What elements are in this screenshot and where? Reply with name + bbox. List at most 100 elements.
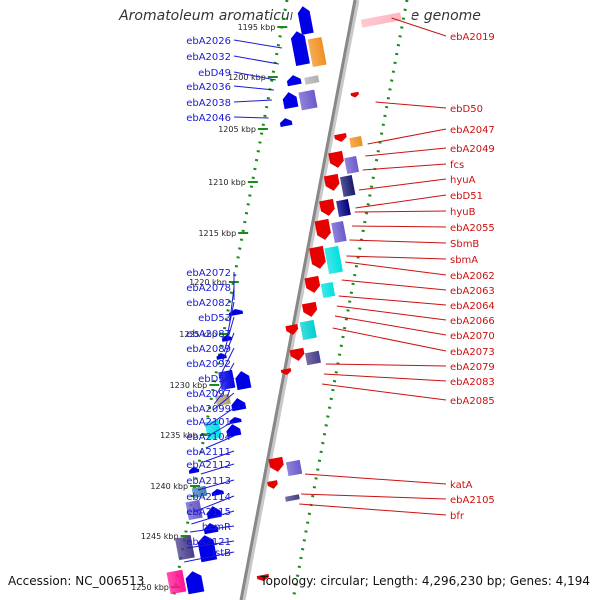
gene-shape xyxy=(304,350,321,366)
backbone-line xyxy=(239,0,357,600)
gene-label-left: ebA2078 xyxy=(186,283,231,294)
leader-line-left xyxy=(197,479,235,491)
gene-box xyxy=(298,89,318,111)
gene-shape xyxy=(211,489,224,497)
gene-shape xyxy=(319,198,335,216)
gene-shape xyxy=(166,569,187,595)
gene-shape xyxy=(285,323,299,335)
gene-shape xyxy=(290,31,310,67)
gene-arrow xyxy=(297,6,314,35)
gene-arrow xyxy=(231,398,247,412)
gene-box xyxy=(174,535,195,561)
gene-arrow xyxy=(282,92,299,110)
leader-line-right xyxy=(358,178,447,191)
gene-box xyxy=(339,175,356,197)
leader-line-left xyxy=(233,55,279,65)
leader-line-left xyxy=(223,316,235,353)
gene-label-left: ebA2032 xyxy=(186,52,231,63)
gene-label-left: ebA2099 xyxy=(186,404,231,415)
gene-shape xyxy=(235,371,252,391)
gene-label-left: ebA2113 xyxy=(186,476,231,487)
gene-shape xyxy=(197,535,218,563)
gene-label-right: hyuB xyxy=(450,207,476,218)
leader-line-left xyxy=(233,39,282,49)
leader-line-left xyxy=(193,495,235,513)
kbp-tick-label: 1250 kbp xyxy=(131,583,169,592)
gene-shape xyxy=(226,424,242,438)
leader-line-right xyxy=(321,383,447,401)
gene-label-right: katA xyxy=(450,480,473,491)
gene-shape xyxy=(349,135,363,149)
gene-label-left: ebA2114 xyxy=(186,492,231,503)
gene-box xyxy=(304,350,321,366)
gene-box xyxy=(166,569,187,595)
leader-line-left xyxy=(226,301,235,339)
gene-label-left: ebA2046 xyxy=(186,113,231,124)
leader-line-left xyxy=(229,286,235,323)
gene-label-right: ebA2073 xyxy=(450,347,495,358)
leader-line-right xyxy=(345,261,447,276)
gene-label-right: ebA2047 xyxy=(450,125,495,136)
gene-label-left: ebA2092 xyxy=(186,359,231,370)
gene-shape xyxy=(323,173,340,191)
gene-label-right: ebA2063 xyxy=(450,286,495,297)
gene-label-right: ebA2085 xyxy=(450,396,495,407)
gene-shape xyxy=(267,480,278,489)
leader-line-right xyxy=(349,239,447,244)
leader-line-left xyxy=(233,116,269,119)
gene-label-right: ebA2083 xyxy=(450,377,495,388)
gene-arrow xyxy=(226,424,242,438)
leader-line-left xyxy=(191,510,235,525)
gene-shape xyxy=(297,6,314,35)
gene-shape xyxy=(307,36,327,68)
gene-box xyxy=(299,319,317,341)
gene-box xyxy=(344,156,360,174)
leader-line-left xyxy=(184,551,235,563)
gene-label-left: ebA2036 xyxy=(186,82,231,93)
leader-line-left xyxy=(207,420,235,437)
gene-arrow xyxy=(286,75,302,87)
gene-shape xyxy=(299,319,317,341)
gene-arrow xyxy=(197,535,218,563)
gene-label-left: istB xyxy=(212,548,231,559)
leader-line-right xyxy=(325,363,447,367)
leader-line-right xyxy=(362,163,447,171)
gene-box xyxy=(349,135,363,149)
gene-arrow xyxy=(279,118,293,128)
gene-shape xyxy=(285,494,300,502)
gene-box xyxy=(285,459,303,477)
gene-arrow xyxy=(301,301,318,317)
leader-line-right xyxy=(338,295,447,306)
gene-label-right: ebA2062 xyxy=(450,271,495,282)
gene-arrow xyxy=(328,150,344,168)
leader-line-left xyxy=(189,525,235,533)
gene-shape xyxy=(282,92,299,110)
leader-line-left xyxy=(218,347,235,379)
gene-label-left: ebA2026 xyxy=(186,36,231,47)
leader-line-left xyxy=(233,99,273,103)
gene-box xyxy=(324,245,343,275)
gene-shape xyxy=(314,218,331,240)
gene-label-left: ebA2112 xyxy=(186,460,231,471)
gene-label-left: ebA2082 xyxy=(186,298,231,309)
gene-box xyxy=(360,12,402,28)
kbp-tick-label: 1205 kbp xyxy=(218,125,256,134)
leader-line-left xyxy=(205,435,235,449)
gene-arrow xyxy=(319,198,335,216)
gene-label-right: bfr xyxy=(450,511,465,522)
gene-label-left: ebA2111 xyxy=(186,447,231,458)
kbp-tick-label: 1200 kbp xyxy=(228,73,266,82)
leader-line-right xyxy=(334,315,447,336)
gene-label-left: ebA2121 xyxy=(186,537,231,548)
gene-arrow xyxy=(221,335,233,342)
kbp-tick-label: 1210 kbp xyxy=(208,178,246,187)
gene-label-left: ebA2089 xyxy=(186,344,231,355)
leader-line-left xyxy=(200,463,235,475)
gene-shape xyxy=(304,275,321,293)
accession-label: Accession: NC_006513 xyxy=(8,574,145,588)
gene-label-left: ebA2101 xyxy=(186,417,231,428)
gene-label-left: ebA2072 xyxy=(186,268,231,279)
leader-line-left xyxy=(210,407,235,425)
gene-arrow xyxy=(185,571,205,595)
